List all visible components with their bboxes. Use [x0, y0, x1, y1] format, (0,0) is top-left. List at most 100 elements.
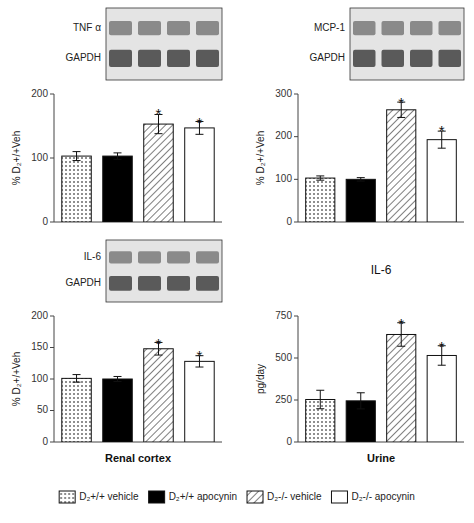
- annotation: *: [439, 122, 445, 139]
- blot-label: GAPDH: [309, 52, 345, 63]
- blot-band: [439, 50, 462, 67]
- legend-swatch: [149, 491, 165, 503]
- blot-frame: [106, 8, 222, 80]
- blot-band: [196, 50, 219, 67]
- bar-hatch: [387, 334, 416, 442]
- legend-item: D₂-/- apocynin: [331, 491, 414, 503]
- y-tick: [50, 94, 54, 95]
- legend-item: D₂+/+ apocynin: [149, 491, 237, 503]
- blot-band: [167, 251, 190, 263]
- y-label: pg/day: [255, 364, 266, 394]
- x-label: Urine: [367, 452, 395, 464]
- y-tick-label: 750: [275, 310, 292, 321]
- legend-item: D₂+/+ vehicle: [59, 491, 139, 503]
- y-tick-label: 100: [31, 373, 48, 384]
- y-tick-label: 500: [275, 352, 292, 363]
- y-tick: [50, 158, 54, 159]
- blot-label: TNF α: [73, 22, 101, 33]
- bar: [387, 334, 416, 442]
- error-bar: [114, 153, 122, 159]
- y-tick-label: 100: [275, 173, 292, 184]
- annotation: *: [197, 347, 203, 364]
- blot-band: [439, 21, 462, 35]
- blot-band: [167, 21, 190, 35]
- y-tick: [50, 347, 54, 348]
- bar: [144, 124, 174, 222]
- blot-band: [109, 251, 132, 263]
- blot-band: [353, 21, 376, 35]
- y-tick: [294, 94, 298, 95]
- y-tick-label: 200: [275, 130, 292, 141]
- marks: [62, 114, 214, 222]
- legend-swatch: [331, 491, 347, 503]
- blot-band: [410, 50, 433, 67]
- blot-band: [196, 251, 219, 263]
- panel: TNF αGAPDH0100200% D₂+/+Veh**: [11, 8, 222, 227]
- blot-label: GAPDH: [65, 52, 101, 63]
- blot: TNF α GAPDH: [65, 8, 222, 80]
- y-tick: [294, 179, 298, 180]
- y-tick: [294, 358, 298, 359]
- blot-band: [196, 276, 219, 291]
- y-tick: [294, 222, 298, 223]
- y-tick: [50, 316, 54, 317]
- blot: IL-6GAPDH: [65, 240, 222, 302]
- error-bar: [316, 390, 324, 408]
- y-label: % D₂+/+Veh: [255, 131, 266, 185]
- blot: MCP-1GAPDH: [309, 8, 464, 80]
- panel: IL-60250500750pg/dayUrine**: [255, 263, 464, 464]
- panel: IL-6GAPDH050100150200% D₂+/+VehRenal cor…: [11, 240, 222, 464]
- y-tick-label: 250: [275, 394, 292, 405]
- blot-band: [109, 276, 132, 291]
- error-bar: [73, 375, 81, 383]
- legend-hatch: [247, 491, 263, 503]
- legend-item: D₂-/- vehicle: [247, 491, 322, 503]
- blot-band: [138, 251, 161, 263]
- y-tick-label: 0: [42, 216, 48, 227]
- annotation: *: [439, 338, 445, 355]
- error-bar: [357, 393, 365, 409]
- y-tick: [50, 410, 54, 411]
- y-axis: [298, 94, 299, 222]
- bar: [427, 140, 456, 222]
- blot-band: [109, 21, 132, 35]
- figure: TNF α GAPDH 0 100 200 % D₂+/+Veh * * MCP-1GAPDH 0…: [0, 0, 474, 523]
- bar-hatch: [306, 178, 335, 222]
- bar-hatch: [387, 110, 416, 222]
- blot-band: [138, 276, 161, 291]
- legend-hatch: [59, 491, 75, 503]
- y-axis: [298, 316, 299, 442]
- legend-label: D₂+/+ vehicle: [79, 491, 139, 502]
- y-tick: [294, 442, 298, 443]
- marks: [306, 323, 457, 442]
- legend-swatch: [247, 491, 263, 503]
- bar: [346, 179, 375, 222]
- blot-band: [382, 21, 405, 35]
- annotation: *: [398, 94, 404, 111]
- panel: MCP-1GAPDH0100200300% D₂+/+Veh**: [255, 8, 464, 227]
- bar-hatch: [144, 349, 174, 442]
- bar: [103, 156, 133, 222]
- blot-band: [382, 50, 405, 67]
- blot-label: IL-6: [84, 251, 102, 262]
- y-tick: [50, 222, 54, 223]
- marks: [306, 102, 457, 222]
- y-label: % D₂+/+Veh: [11, 131, 22, 185]
- y-tick: [294, 136, 298, 137]
- bar: [62, 156, 92, 222]
- annotation: *: [398, 315, 404, 332]
- bar: [103, 379, 133, 442]
- bar: [427, 355, 456, 442]
- y-tick-label: 200: [31, 88, 48, 99]
- y-tick-label: 0: [42, 436, 48, 447]
- y-tick-label: 100: [31, 152, 48, 163]
- blot-band: [353, 50, 376, 67]
- bar-hatch: [62, 156, 92, 222]
- bar: [144, 349, 174, 442]
- bar: [306, 178, 335, 222]
- blot-band: [138, 50, 161, 67]
- blot-band: [196, 21, 219, 35]
- blot-band: [138, 21, 161, 35]
- y-tick-label: 50: [37, 404, 49, 415]
- blot-band: [109, 50, 132, 67]
